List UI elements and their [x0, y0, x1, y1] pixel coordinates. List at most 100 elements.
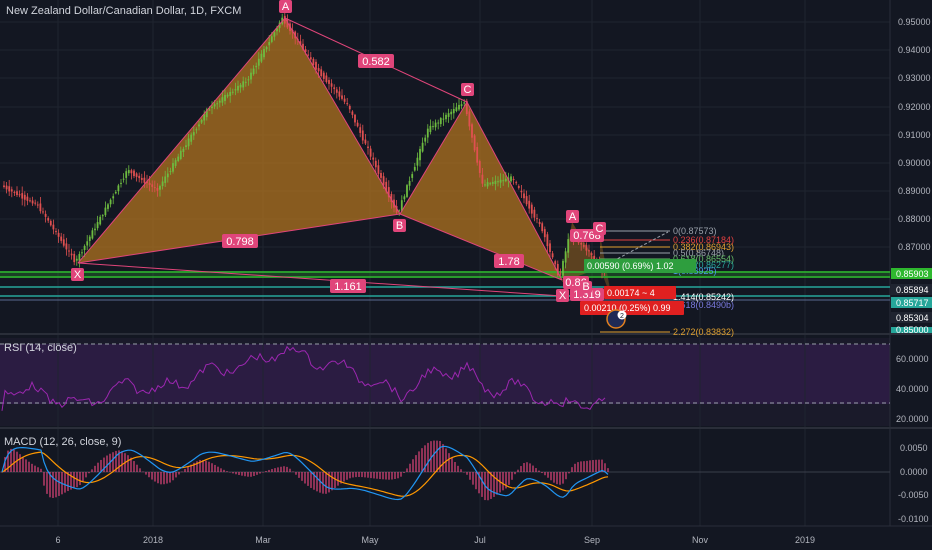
candle[interactable] — [437, 119, 440, 130]
candle[interactable] — [226, 92, 229, 99]
candle[interactable] — [221, 90, 224, 106]
candle[interactable] — [195, 127, 198, 134]
point-marker-small-c[interactable]: C — [593, 222, 606, 235]
candle[interactable] — [364, 133, 367, 145]
candle[interactable] — [416, 152, 419, 171]
trade-boxes[interactable]: 0.00590 (0.69%) 1.02 0.00174 ~ 4 0.00210… — [580, 259, 696, 315]
candle[interactable] — [348, 104, 351, 114]
time-axis[interactable]: 6 2018 Mar May Jul Sep Nov 2019 — [55, 535, 815, 545]
candle[interactable] — [343, 95, 346, 105]
candle[interactable] — [130, 168, 133, 180]
macd-axis[interactable]: 0.0050 0.0000 -0.0050 -0.0100 — [898, 443, 929, 524]
candle[interactable] — [216, 100, 219, 110]
candle[interactable] — [151, 180, 154, 193]
candle[interactable] — [328, 77, 330, 90]
candle[interactable] — [263, 45, 265, 60]
support-zone[interactable] — [0, 271, 890, 301]
candle[interactable] — [278, 20, 281, 33]
candle[interactable] — [229, 87, 232, 103]
candle[interactable] — [447, 108, 450, 123]
candle[interactable] — [21, 186, 24, 206]
candle[interactable] — [512, 176, 515, 185]
candle[interactable] — [244, 77, 247, 87]
candle[interactable] — [187, 133, 190, 150]
candle[interactable] — [380, 169, 382, 183]
candle[interactable] — [68, 243, 70, 258]
candle[interactable] — [138, 172, 141, 183]
candle[interactable] — [268, 35, 271, 52]
candle[interactable] — [122, 173, 125, 183]
candle[interactable] — [39, 196, 42, 214]
candle[interactable] — [351, 110, 354, 119]
candle[interactable] — [120, 179, 122, 188]
macd-signal-line[interactable] — [1, 451, 609, 497]
point-marker-small-b[interactable]: B — [580, 281, 592, 293]
rsi-line[interactable] — [1, 345, 606, 411]
candle[interactable] — [52, 219, 55, 235]
candle[interactable] — [231, 88, 234, 95]
candle[interactable] — [489, 181, 492, 186]
candle[interactable] — [523, 189, 525, 204]
candle[interactable] — [377, 159, 380, 179]
candle[interactable] — [16, 186, 18, 197]
candle[interactable] — [161, 176, 164, 190]
candle[interactable] — [140, 173, 143, 184]
candle[interactable] — [260, 50, 263, 64]
pattern-triangle-xab[interactable] — [78, 18, 400, 263]
candle[interactable] — [525, 190, 528, 207]
candle[interactable] — [543, 226, 546, 242]
candle[interactable] — [88, 234, 91, 247]
candle[interactable] — [413, 162, 416, 172]
candle[interactable] — [374, 157, 377, 173]
candle[interactable] — [361, 124, 364, 145]
candle[interactable] — [450, 108, 453, 121]
candle[interactable] — [434, 119, 437, 131]
candle[interactable] — [400, 195, 403, 212]
candle[interactable] — [200, 118, 203, 124]
candle[interactable] — [159, 184, 161, 197]
candle[interactable] — [135, 172, 138, 182]
candle[interactable] — [307, 49, 310, 57]
candle[interactable] — [442, 112, 445, 126]
candle[interactable] — [5, 182, 8, 194]
macd-title[interactable]: MACD (12, 26, close, 9) — [4, 436, 121, 448]
candle[interactable] — [117, 183, 120, 195]
candle[interactable] — [367, 140, 369, 155]
candle[interactable] — [252, 65, 255, 76]
candle[interactable] — [57, 229, 60, 243]
candle[interactable] — [510, 173, 512, 183]
candle[interactable] — [556, 260, 559, 277]
candle[interactable] — [429, 119, 432, 135]
candle[interactable] — [515, 180, 518, 186]
candle[interactable] — [372, 152, 375, 166]
candle[interactable] — [369, 145, 372, 160]
candle[interactable] — [179, 146, 182, 161]
candle[interactable] — [585, 242, 588, 256]
candle[interactable] — [468, 108, 471, 131]
macd-line[interactable] — [1, 445, 609, 501]
candle[interactable] — [55, 228, 57, 235]
candle[interactable] — [481, 167, 484, 188]
candle[interactable] — [530, 202, 533, 219]
macd-histogram[interactable] — [1, 440, 609, 501]
candle[interactable] — [49, 219, 52, 227]
candle[interactable] — [29, 197, 31, 203]
candle[interactable] — [247, 75, 250, 86]
candle[interactable] — [460, 100, 463, 110]
candle[interactable] — [156, 183, 159, 197]
candle[interactable] — [75, 255, 78, 266]
candle[interactable] — [421, 137, 424, 153]
candle[interactable] — [458, 97, 460, 112]
candle[interactable] — [172, 158, 174, 174]
chart-title[interactable]: New Zealand Dollar/Canadian Dollar, 1D, … — [6, 5, 241, 17]
candle[interactable] — [99, 214, 102, 226]
candle[interactable] — [471, 122, 473, 143]
candle[interactable] — [177, 153, 180, 163]
candle[interactable] — [47, 216, 50, 223]
profit-box[interactable] — [584, 259, 696, 273]
candle[interactable] — [101, 214, 104, 221]
candle[interactable] — [338, 86, 341, 101]
candle[interactable] — [81, 249, 83, 257]
candle[interactable] — [133, 169, 135, 179]
candle[interactable] — [13, 190, 16, 196]
